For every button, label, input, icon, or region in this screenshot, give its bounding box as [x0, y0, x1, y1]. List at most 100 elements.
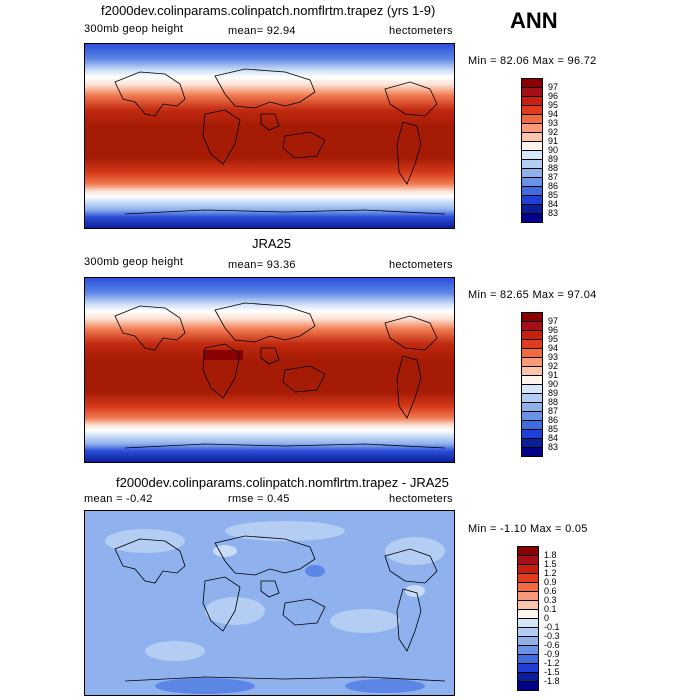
colorbar-swatch: [517, 573, 539, 583]
colorbar-swatch: [521, 321, 543, 331]
colorbar-swatch: [517, 546, 539, 556]
colorbar-tick-label: 0.1: [544, 604, 557, 614]
panel-1-units-label: hectometers: [389, 25, 453, 37]
colorbar-tick-label: 93: [548, 118, 559, 128]
colorbar-tick-label: 92: [548, 361, 559, 371]
colorbar-tick-label: 88: [548, 163, 559, 173]
colorbar-swatch: [521, 438, 543, 448]
colorbar-swatch: [521, 330, 543, 340]
colorbar-tick-label: 90: [548, 379, 559, 389]
panel-2-map-field: [85, 278, 454, 462]
panel-3-units-label: hectometers: [389, 493, 453, 505]
colorbar-tick-label: 85: [548, 190, 559, 200]
colorbar-tick-label: 0.6: [544, 586, 557, 596]
colorbar-swatch: [521, 375, 543, 385]
colorbar-swatch: [521, 429, 543, 439]
colorbar-swatch: [521, 402, 543, 412]
colorbar-tick-label: 89: [548, 388, 559, 398]
colorbar-tick-label: -0.9: [544, 649, 560, 659]
colorbar-tick-label: 92: [548, 127, 559, 137]
colorbar-swatch: [517, 627, 539, 637]
colorbar-swatch: [521, 159, 543, 169]
colorbar-tick-label: 97: [548, 316, 559, 326]
panel-1-field-label: 300mb geop height: [84, 23, 184, 35]
colorbar-tick-label: 88: [548, 397, 559, 407]
colorbar-swatch: [521, 141, 543, 151]
colorbar-swatch: [517, 663, 539, 673]
panel-3-title: f2000dev.colinparams.colinpatch.nomflrtm…: [116, 475, 449, 490]
colorbar-tick-label: 0: [544, 613, 550, 623]
colorbar-swatch: [521, 339, 543, 349]
colorbar-tick-label: 89: [548, 154, 559, 164]
colorbar-tick-label: 0.9: [544, 577, 557, 587]
panel-3-minmax-label: Min = -1.10 Max = 0.05: [468, 523, 588, 535]
panel-2-units-label: hectometers: [389, 259, 453, 271]
colorbar-tick-label: 85: [548, 424, 559, 434]
colorbar-swatch: [517, 681, 539, 691]
colorbar-swatch: [521, 105, 543, 115]
colorbar-tick-label: -0.1: [544, 622, 560, 632]
colorbar-swatch: [517, 654, 539, 664]
colorbar-swatch: [521, 357, 543, 367]
colorbar-swatch: [521, 168, 543, 178]
colorbar-tick-label: 83: [548, 208, 559, 218]
colorbar-tick-label: 0.3: [544, 595, 557, 605]
colorbar-swatch: [517, 672, 539, 682]
colorbar-swatch: [517, 600, 539, 610]
panel-2-minmax-label: Min = 82.65 Max = 97.04: [468, 289, 597, 301]
colorbar-swatch: [517, 618, 539, 628]
panel-1-map-field: [85, 44, 454, 228]
panel-3-map: [84, 510, 455, 696]
colorbar-tick-label: 84: [548, 433, 559, 443]
colorbar-tick-label: 95: [548, 100, 559, 110]
panel-1-map: [84, 43, 455, 229]
colorbar-tick-label: 97: [548, 82, 559, 92]
colorbar-tick-label: 94: [548, 343, 559, 353]
panel-2-title: JRA25: [252, 236, 292, 251]
colorbar-tick-label: -0.3: [544, 631, 560, 641]
panel-1-colorbar-cells: 97 96 95 94 93 92 91 90 89 88 87 86 85 84 83: [521, 78, 571, 223]
colorbar-swatch: [521, 420, 543, 430]
colorbar-swatch: [517, 636, 539, 646]
colorbar-swatch: [521, 150, 543, 160]
colorbar-swatch: [521, 213, 543, 223]
colorbar-swatch: [521, 114, 543, 124]
panel-1-colorbar: 97 96 95 94 93 92 91 90 89 88 87 86 85 84 83: [521, 78, 571, 223]
colorbar-swatch: [521, 312, 543, 322]
colorbar-tick-label: 86: [548, 181, 559, 191]
colorbar-tick-label: 86: [548, 415, 559, 425]
colorbar-tick-label: 1.2: [544, 568, 557, 578]
colorbar-tick-label: 94: [548, 109, 559, 119]
colorbar-tick-label: 95: [548, 334, 559, 344]
panel-3-mean-label: mean = -0.42: [84, 493, 153, 505]
colorbar-swatch: [521, 186, 543, 196]
colorbar-tick-label: 96: [548, 91, 559, 101]
colorbar-tick-label: 93: [548, 352, 559, 362]
panel-3-map-field: [85, 511, 454, 695]
colorbar-tick-label: 83: [548, 442, 559, 452]
panel-3-colorbar: 1.8 1.5 1.2 0.9 0.6 0.3 0.1 0 -0.1 -0.3 -0.6 -0.9 -1…: [517, 546, 567, 691]
colorbar-swatch: [521, 447, 543, 457]
colorbar-tick-label: -1.2: [544, 658, 560, 668]
colorbar-tick-label: 96: [548, 325, 559, 335]
colorbar-tick-label: 90: [548, 145, 559, 155]
panel-2-mean-label: mean= 93.36: [228, 259, 296, 271]
colorbar-swatch: [521, 348, 543, 358]
colorbar-swatch: [521, 177, 543, 187]
panel-2-field-label: 300mb geop height: [84, 256, 184, 268]
colorbar-swatch: [521, 78, 543, 88]
panel-2-map: [84, 277, 455, 463]
colorbar-tick-label: 1.8: [544, 550, 557, 560]
panel-1-title: f2000dev.colinparams.colinpatch.nomflrtm…: [101, 3, 436, 18]
colorbar-swatch: [521, 204, 543, 214]
panel-3-colorbar-cells: 1.8 1.5 1.2 0.9 0.6 0.3 0.1 0 -0.1 -0.3 -0.6 -0.9 -1…: [517, 546, 567, 691]
colorbar-swatch: [517, 582, 539, 592]
colorbar-swatch: [517, 645, 539, 655]
season-label: ANN: [510, 8, 558, 33]
colorbar-swatch: [521, 393, 543, 403]
colorbar-swatch: [521, 366, 543, 376]
colorbar-tick-label: 84: [548, 199, 559, 209]
colorbar-tick-label: 91: [548, 370, 559, 380]
colorbar-tick-label: -0.6: [544, 640, 560, 650]
colorbar-swatch: [521, 132, 543, 142]
